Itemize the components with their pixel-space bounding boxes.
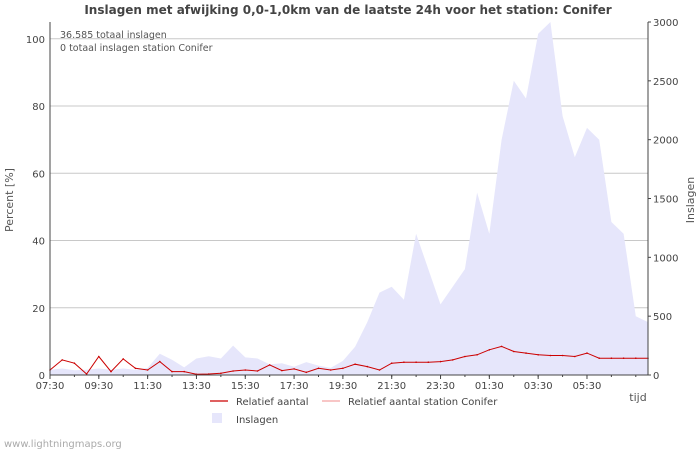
x-tick-label: 03:30: [524, 381, 553, 392]
line-point: [342, 367, 344, 370]
line-point: [464, 355, 466, 358]
legend-label: Relatief aantal station Conifer: [348, 397, 498, 408]
x-axis-label: tijd: [629, 391, 646, 404]
area-series-inslagen: [50, 22, 648, 375]
line-point: [366, 365, 369, 368]
y-left-tick-label: 20: [32, 304, 45, 315]
line-point: [61, 359, 63, 361]
line-point: [232, 370, 234, 372]
line-point: [317, 367, 320, 370]
x-tick-label: 05:30: [573, 381, 602, 392]
line-point: [122, 358, 124, 360]
y-right-tick-label: 3000: [653, 18, 678, 29]
line-point: [85, 373, 88, 375]
line-point: [146, 369, 149, 371]
chart-title: Inslagen met afwijking 0,0-1,0km van de …: [84, 3, 611, 17]
line-point: [293, 368, 295, 370]
y-right-tick-label: 2000: [653, 136, 678, 147]
line-point: [159, 360, 161, 363]
line-point: [598, 357, 600, 360]
line-point: [329, 369, 332, 371]
line-point: [305, 371, 308, 374]
line-point: [635, 357, 637, 360]
line-point: [244, 369, 247, 371]
y-right-tick-label: 500: [653, 312, 672, 323]
line-point: [476, 354, 478, 356]
line-point: [415, 361, 417, 364]
line-point: [500, 345, 503, 348]
line-point: [525, 352, 527, 354]
tick-labels: 02040608010005001000150020002500300007:3…: [26, 18, 679, 392]
annotation-station: 0 totaal inslagen station Conifer: [60, 43, 213, 54]
axes: [49, 21, 651, 379]
y-right-tick-label: 2500: [653, 77, 678, 88]
line-point: [281, 369, 283, 372]
line-point: [451, 359, 454, 361]
line-point: [110, 370, 112, 373]
x-tick-label: 13:30: [182, 381, 211, 392]
line-point: [354, 363, 356, 366]
y-axis-left-label: Percent [%]: [3, 168, 16, 232]
x-tick-label: 15:30: [231, 381, 260, 392]
y-left-tick-label: 40: [32, 237, 45, 248]
legend-label: Inslagen: [236, 415, 278, 426]
y-right-tick-label: 1000: [653, 253, 678, 264]
annotation-total: 36.585 totaal inslagen: [60, 30, 167, 41]
line-point: [488, 349, 491, 351]
line-point: [268, 364, 271, 366]
line-point: [171, 370, 173, 373]
footer-credit[interactable]: www.lightningmaps.org: [4, 439, 122, 450]
x-tick-label: 19:30: [328, 381, 357, 392]
y-right-tick-label: 1500: [653, 195, 678, 206]
line-point: [622, 357, 625, 360]
line-point: [513, 350, 515, 353]
line-point: [610, 357, 613, 360]
y-left-tick-label: 60: [32, 169, 45, 180]
line-point: [549, 354, 552, 357]
line-point: [586, 352, 588, 354]
legend-swatch-area: [212, 413, 222, 423]
line-layer: [49, 345, 649, 376]
line-series-relatief-aantal: [49, 345, 648, 375]
line-point: [220, 372, 222, 375]
line-point: [73, 362, 76, 365]
line-point: [439, 360, 442, 363]
legend-label: Relatief aantal: [236, 397, 309, 408]
y-right-tick-label: 0: [653, 371, 659, 382]
line-point: [378, 369, 381, 371]
x-tick-label: 11:30: [133, 381, 162, 392]
line-point: [427, 361, 430, 364]
area-layer: [50, 22, 648, 375]
legend: Relatief aantal Relatief aantal station C…: [210, 397, 498, 426]
line-point: [256, 370, 259, 372]
y-left-tick-label: 100: [26, 35, 45, 46]
line-point: [183, 370, 185, 373]
line-point: [207, 373, 210, 375]
line-point: [403, 361, 405, 364]
x-tick-label: 23:30: [426, 381, 455, 392]
line-point: [134, 367, 137, 370]
line-point: [537, 354, 539, 356]
y-left-tick-label: 80: [32, 102, 45, 113]
y-left-tick-label: 0: [39, 371, 45, 382]
y-axis-right-label: Inslagen: [684, 177, 697, 223]
line-point: [98, 355, 100, 358]
x-tick-label: 07:30: [36, 381, 65, 392]
x-tick-label: 21:30: [377, 381, 406, 392]
line-point: [561, 354, 564, 357]
x-tick-label: 09:30: [84, 381, 113, 392]
x-tick-label: 17:30: [280, 381, 309, 392]
x-tick-label: 01:30: [475, 381, 504, 392]
line-point: [390, 362, 393, 365]
line-point: [574, 355, 576, 358]
